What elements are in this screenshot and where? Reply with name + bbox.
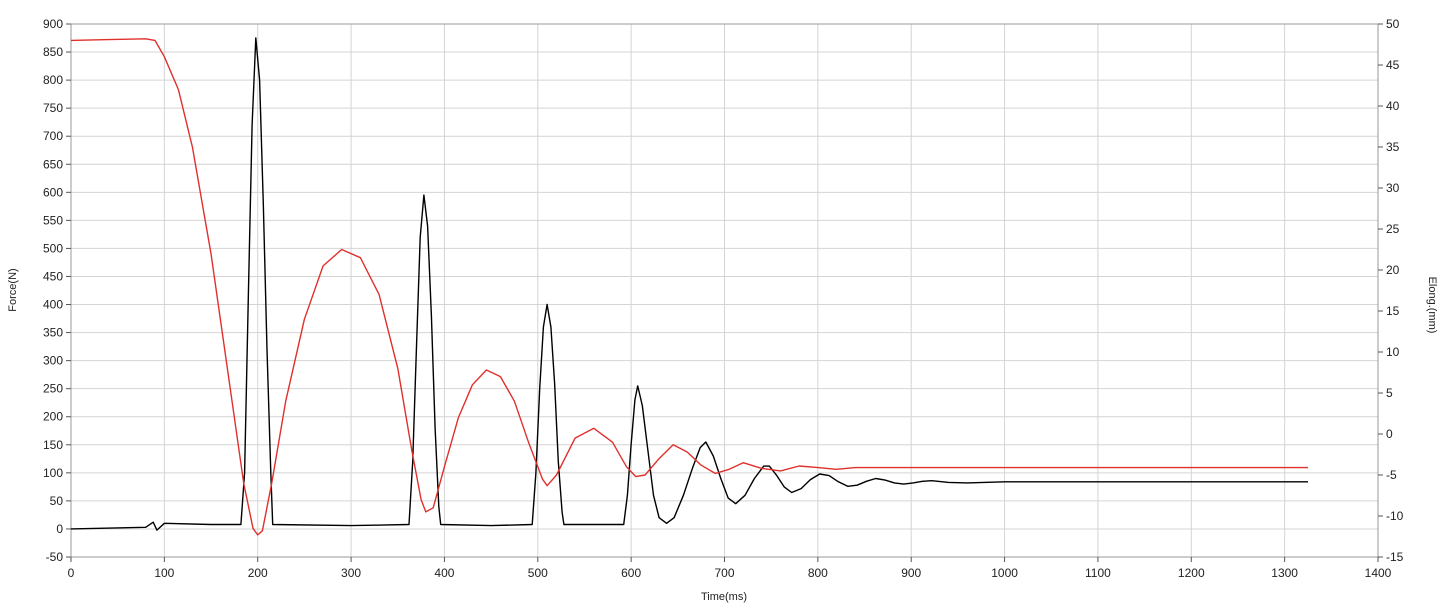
y-tick-label: 300 <box>43 354 63 368</box>
x-tick-label: 900 <box>901 566 921 580</box>
y-tick-label: 400 <box>43 298 63 312</box>
force-series-line <box>70 37 1308 531</box>
x-axis-title: Time(ms) <box>701 591 747 603</box>
y-tick-label: 900 <box>43 17 63 31</box>
y2-tick-label: 25 <box>1386 222 1400 236</box>
y-tick-label: 750 <box>43 101 63 115</box>
x-tick-label: 1000 <box>991 566 1018 580</box>
x-tick-label: 500 <box>528 566 548 580</box>
y-tick-label: 500 <box>43 241 63 255</box>
x-tick-label: 200 <box>248 566 268 580</box>
x-tick-label: 1300 <box>1271 566 1298 580</box>
y-tick-label: 100 <box>43 466 63 480</box>
x-tick-label: 700 <box>714 566 734 580</box>
x-tick-label: 1400 <box>1365 566 1392 580</box>
y2-tick-label: 10 <box>1386 345 1400 359</box>
y2-tick-label: 45 <box>1386 58 1400 72</box>
y-tick-label: 200 <box>43 410 63 424</box>
y2-tick-label: 0 <box>1386 427 1393 441</box>
y2-tick-label: 50 <box>1386 17 1400 31</box>
x-tick-label: 0 <box>68 566 75 580</box>
y-tick-label: 50 <box>50 494 64 508</box>
y2-tick-label: -15 <box>1386 550 1404 564</box>
y-tick-label: 150 <box>43 438 63 452</box>
x-tick-label: 600 <box>621 566 641 580</box>
x-tick-label: 1100 <box>1085 566 1111 580</box>
y-tick-label: 700 <box>43 129 63 143</box>
y2-tick-label: 5 <box>1386 386 1393 400</box>
y-tick-label: 650 <box>43 157 63 171</box>
x-tick-label: 400 <box>434 566 454 580</box>
y2-tick-label: 15 <box>1386 304 1400 318</box>
y-tick-label: 800 <box>43 73 63 87</box>
elongation-series-line <box>70 38 1308 536</box>
y-tick-label: 250 <box>43 382 63 396</box>
y2-tick-label: 40 <box>1386 99 1400 113</box>
y2-tick-label: -10 <box>1386 509 1404 523</box>
y2-tick-label: -5 <box>1386 468 1397 482</box>
y-tick-label: 0 <box>56 522 63 536</box>
y-axis-left-title: Force(N) <box>7 268 19 311</box>
y2-tick-label: 20 <box>1386 263 1400 277</box>
y-tick-label: 600 <box>43 185 63 199</box>
y-tick-label: -50 <box>46 550 64 564</box>
y-tick-label: 350 <box>43 326 63 340</box>
y2-tick-label: 30 <box>1386 181 1400 195</box>
x-tick-label: 1200 <box>1178 566 1205 580</box>
x-tick-label: 300 <box>341 566 361 580</box>
y-tick-label: 550 <box>43 213 63 227</box>
y-tick-label: 450 <box>43 269 63 283</box>
x-tick-label: 800 <box>808 566 828 580</box>
y2-tick-label: 35 <box>1386 140 1400 154</box>
y-tick-label: 850 <box>43 45 63 59</box>
tick-labels: 0 100 200 300 400 500 600 700 800 900 1000 1100 1200… <box>43 17 1404 580</box>
y-axis-right-title: Elong.(mm) <box>1426 277 1438 334</box>
x-tick-label: 100 <box>154 566 174 580</box>
series-lines <box>70 37 1308 536</box>
